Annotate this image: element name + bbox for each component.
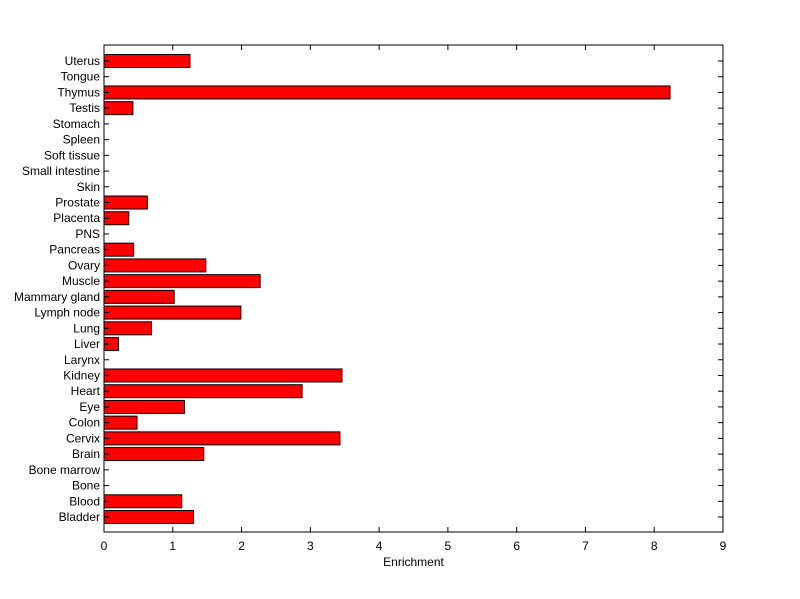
category-label-mammary-gland: Mammary gland (14, 290, 100, 304)
bar-eye (103, 399, 185, 414)
bar-heart (103, 384, 303, 399)
category-label-larynx: Larynx (64, 353, 100, 367)
x-ticks: 0 1 2 3 4 5 6 7 8 9 (101, 45, 727, 553)
bar-mammary-gland (103, 289, 175, 304)
category-label-stomach: Stomach (53, 117, 100, 131)
category-label-bone-marrow: Bone marrow (29, 463, 101, 477)
category-label-eye: Eye (79, 400, 100, 414)
category-label-lung: Lung (73, 321, 100, 335)
category-label-bladder: Bladder (59, 510, 100, 524)
x-tick-label-2: 2 (238, 539, 245, 553)
x-tick-label-1: 1 (169, 539, 176, 553)
category-label-colon: Colon (69, 416, 100, 430)
category-label-bone: Bone (72, 479, 100, 493)
category-label-placenta: Placenta (53, 211, 100, 225)
x-tick-label-9: 9 (720, 539, 727, 553)
bar-brain (103, 447, 205, 462)
bar-bladder (103, 510, 194, 524)
category-label-brain: Brain (72, 447, 100, 461)
x-tick-label-4: 4 (376, 539, 383, 553)
category-label-pancreas: Pancreas (49, 243, 100, 257)
x-tick-label-7: 7 (582, 539, 589, 553)
category-label-pns: PNS (75, 227, 100, 241)
x-tick-label-5: 5 (445, 539, 452, 553)
category-label-cervix: Cervix (66, 431, 100, 445)
category-label-soft-tissue: Soft tissue (44, 148, 100, 162)
bar-kidney (103, 368, 343, 383)
category-label-spleen: Spleen (63, 133, 100, 147)
bar-cervix (103, 431, 341, 446)
category-label-skin: Skin (77, 180, 100, 194)
bar-prostate (103, 195, 148, 210)
x-tick-label-8: 8 (651, 539, 658, 553)
category-label-lymph-node: Lymph node (34, 306, 100, 320)
bar-blood (103, 494, 183, 509)
category-label-ovary: Ovary (68, 258, 100, 272)
category-label-thymus: Thymus (57, 85, 100, 99)
category-label-liver: Liver (74, 337, 100, 351)
x-axis-label: Enrichment (383, 555, 444, 569)
bars-group (103, 54, 671, 524)
bar-ovary (103, 258, 207, 273)
category-label-small-intestine: Small intestine (22, 164, 100, 178)
bar-thymus (103, 85, 671, 100)
category-label-prostate: Prostate (55, 196, 100, 210)
category-label-tongue: Tongue (61, 70, 101, 84)
category-label-kidney: Kidney (63, 368, 100, 382)
category-label-testis: Testis (69, 101, 100, 115)
bar-lymph-node (103, 305, 242, 320)
category-label-muscle: Muscle (62, 274, 100, 288)
bar-lung (103, 321, 152, 336)
plot-frame (103, 44, 724, 533)
bar-uterus (103, 54, 191, 68)
x-tick-label-0: 0 (101, 539, 108, 553)
category-label-blood: Blood (69, 494, 100, 508)
bar-muscle (103, 274, 261, 289)
category-label-uterus: Uterus (65, 54, 100, 68)
x-tick-label-3: 3 (307, 539, 314, 553)
x-tick-label-6: 6 (513, 539, 520, 553)
category-label-heart: Heart (71, 384, 101, 398)
